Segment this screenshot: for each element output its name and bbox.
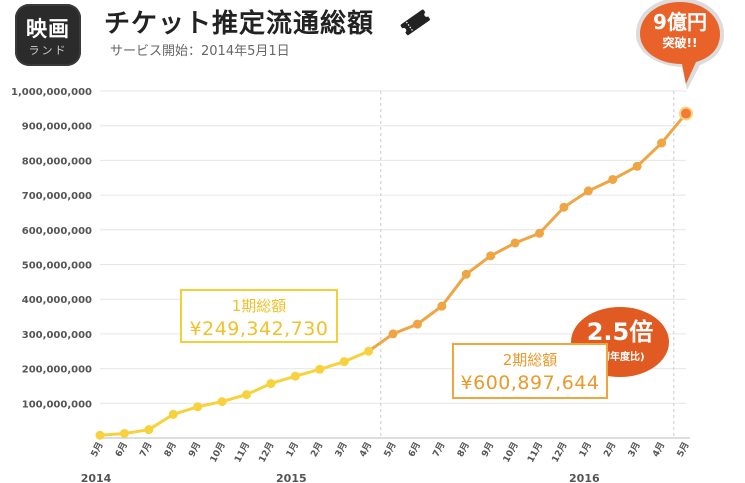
page-title: チケット推定流通総額 <box>104 9 375 39</box>
data-point <box>486 251 496 261</box>
x-tick-label: 10月 <box>501 440 521 464</box>
callout-caption: 突破!! <box>662 36 698 50</box>
data-point <box>242 390 251 400</box>
chart-subtitle: サービス開始：2014年5月1日 <box>110 44 290 59</box>
data-point <box>119 428 129 438</box>
x-tick-label: 4月 <box>650 440 667 459</box>
period2-label: 2期総額 <box>502 351 558 369</box>
app-logo: 映画 ランド <box>15 4 81 66</box>
series-line-year2 <box>367 112 688 353</box>
period1-value: ¥249,342,730 <box>189 318 329 340</box>
x-tick-label: 9月 <box>479 440 496 459</box>
period1-label: 1期総額 <box>231 297 287 315</box>
x-tick-label: 1月 <box>284 440 301 459</box>
x-tick-label: 7月 <box>138 440 155 459</box>
x-tick-label: 5月 <box>675 440 692 459</box>
app-logo-text: 映画 <box>26 17 70 41</box>
x-tick-label: 5月 <box>382 440 399 459</box>
x-tick-label: 6月 <box>406 440 423 459</box>
x-tick-label: 11月 <box>232 440 252 464</box>
data-point <box>608 174 618 184</box>
milestone-callout: 9億円 突破!! <box>632 0 728 94</box>
series-line-year1 <box>99 349 370 437</box>
y-tick-label: 100,000,000 <box>22 399 92 410</box>
x-tick-label: 2月 <box>309 440 326 459</box>
x-tick-label: 1月 <box>577 440 594 459</box>
y-tick-label: 1,000,000,000 <box>11 87 92 98</box>
data-point <box>679 106 693 121</box>
y-tick-label: 300,000,000 <box>22 330 92 341</box>
y-tick-label: 800,000,000 <box>22 156 92 167</box>
ratio-value: 2.5倍 <box>586 318 654 346</box>
data-point <box>217 397 227 407</box>
data-point <box>535 228 544 238</box>
ticket-icon <box>400 9 430 36</box>
x-tick-label: 4月 <box>357 440 374 459</box>
x-tick-label: 6月 <box>113 440 130 459</box>
data-point <box>510 238 520 248</box>
data-point <box>559 202 569 212</box>
data-point <box>632 161 642 171</box>
x-tick-label: 10月 <box>208 440 228 464</box>
data-point <box>290 371 300 381</box>
year-label: 2015 <box>276 472 307 483</box>
data-point <box>364 346 374 356</box>
data-point <box>193 402 203 412</box>
data-point <box>95 430 105 440</box>
y-tick-label: 600,000,000 <box>22 226 92 237</box>
data-point <box>461 269 471 279</box>
x-tick-label: 5月 <box>89 440 106 459</box>
data-point <box>315 364 325 374</box>
data-point <box>437 301 447 311</box>
y-tick-label: 400,000,000 <box>22 295 92 306</box>
data-point <box>339 357 349 367</box>
data-point <box>144 425 154 435</box>
data-point <box>657 138 667 148</box>
data-point <box>168 409 178 419</box>
year-label: 2014 <box>81 472 112 483</box>
y-tick-label: 200,000,000 <box>22 365 92 376</box>
callout-amount: 9億円 <box>653 10 707 34</box>
y-tick-label: 700,000,000 <box>22 191 92 202</box>
x-tick-label: 3月 <box>333 440 350 459</box>
x-tick-label: 8月 <box>162 440 179 459</box>
data-point <box>412 319 422 329</box>
app-logo-subtext: ランド <box>28 44 68 57</box>
x-tick-label: 8月 <box>455 440 472 459</box>
callout-bubble <box>636 0 724 90</box>
data-point <box>266 379 276 389</box>
period2-value: ¥600,897,644 <box>460 372 600 394</box>
period2-total-box: 2期総額 ¥600,897,644 <box>452 343 608 399</box>
y-tick-label: 900,000,000 <box>22 122 92 133</box>
x-tick-label: 11月 <box>525 440 545 464</box>
x-tick-label: 3月 <box>626 440 643 459</box>
y-tick-label: 500,000,000 <box>22 261 92 272</box>
x-tick-label: 9月 <box>186 440 203 459</box>
x-tick-label: 2月 <box>602 440 619 459</box>
year-label: 2016 <box>569 472 600 483</box>
x-tick-label: 7月 <box>431 440 448 459</box>
data-point <box>388 329 398 339</box>
period1-total-box: 1期総額 ¥249,342,730 <box>180 289 338 343</box>
x-tick-label: 12月 <box>257 440 277 464</box>
x-tick-label: 12月 <box>550 440 570 464</box>
ratio-caption: (初年度比) <box>595 352 645 363</box>
data-point <box>583 186 593 196</box>
